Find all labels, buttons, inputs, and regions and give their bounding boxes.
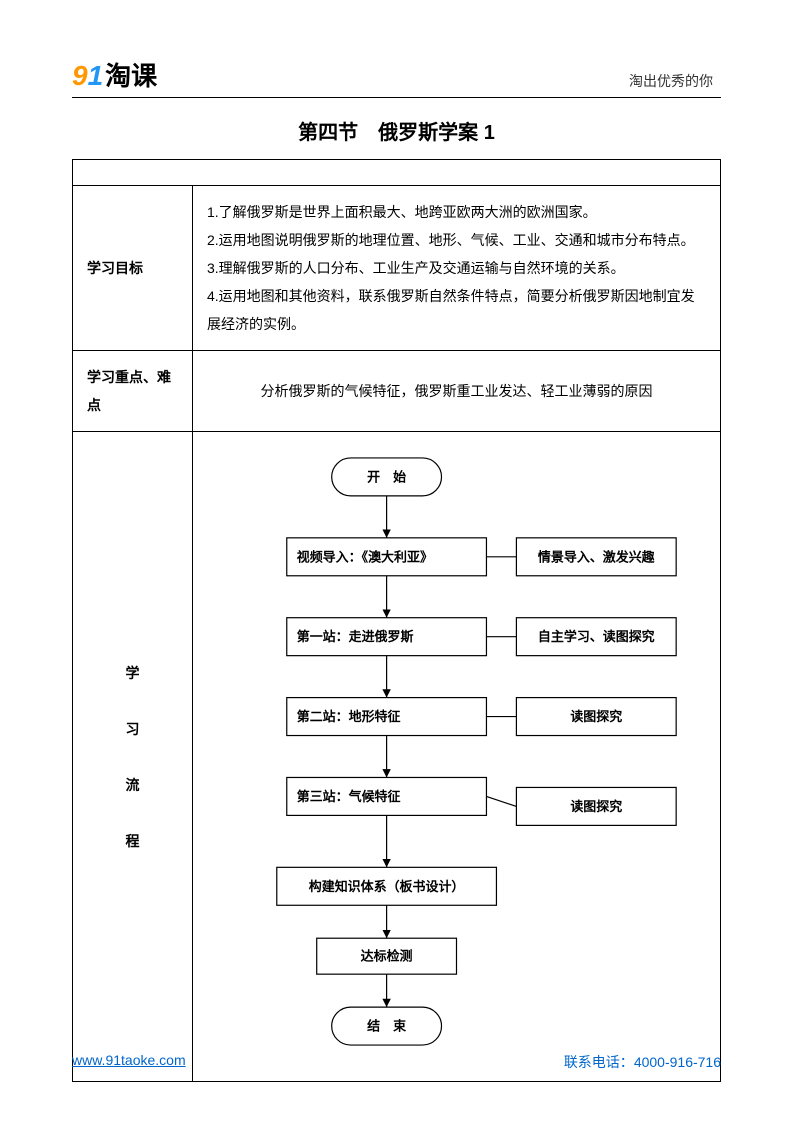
svg-text:自主学习、读图探究: 自主学习、读图探究 bbox=[538, 629, 655, 644]
svg-text:构建知识体系（板书设计）: 构建知识体系（板书设计） bbox=[309, 879, 465, 894]
svg-text:第三站：气候特征: 第三站：气候特征 bbox=[297, 789, 401, 804]
svg-text:情景导入、激发兴趣: 情景导入、激发兴趣 bbox=[538, 549, 656, 564]
flow-label: 学习流程 bbox=[73, 432, 193, 1082]
focus-label: 学习重点、难点 bbox=[73, 351, 193, 432]
page-title: 第四节 俄罗斯学案 1 bbox=[72, 116, 721, 145]
svg-text:视频导入：《澳大利亚》: 视频导入：《澳大利亚》 bbox=[297, 549, 433, 564]
svg-text:开 始: 开 始 bbox=[367, 469, 406, 484]
logo: 9 1 淘课 bbox=[72, 56, 157, 93]
svg-text:读图探究: 读图探究 bbox=[570, 799, 622, 814]
logo-one: 1 bbox=[88, 60, 104, 92]
contact-value: 4000-916-716 bbox=[634, 1054, 721, 1070]
logo-nine: 9 bbox=[72, 60, 88, 92]
footer-url-link[interactable]: www.91taoke.com bbox=[72, 1052, 186, 1072]
footer-contact: 联系电话：4000-916-716 bbox=[564, 1052, 721, 1072]
svg-text:结 束: 结 束 bbox=[367, 1019, 407, 1034]
focus-text: 分析俄罗斯的气候特征，俄罗斯重工业发达、轻工业薄弱的原因 bbox=[193, 351, 721, 432]
goals-text: 1.了解俄罗斯是世界上面积最大、地跨亚欧两大洲的欧洲国家。 2.运用地图说明俄罗… bbox=[193, 186, 721, 351]
flowchart-cell: 开 始视频导入：《澳大利亚》 情景导入、激发兴趣第一站：走进俄罗斯 自主学习、读图探… bbox=[193, 432, 721, 1082]
tagline: 淘出优秀的你 bbox=[629, 71, 713, 91]
page-footer: www.91taoke.com 联系电话：4000-916-716 bbox=[72, 1052, 721, 1072]
goals-label: 学习目标 bbox=[73, 186, 193, 351]
contact-label: 联系电话： bbox=[564, 1054, 634, 1070]
content-table: 学习目标 1.了解俄罗斯是世界上面积最大、地跨亚欧两大洲的欧洲国家。 2.运用地… bbox=[72, 159, 721, 1082]
logo-text: 淘课 bbox=[105, 56, 157, 93]
svg-text:第二站：地形特征: 第二站：地形特征 bbox=[297, 709, 401, 724]
svg-text:读图探究: 读图探究 bbox=[570, 709, 622, 724]
svg-text:达标检测: 达标检测 bbox=[361, 949, 413, 964]
page-header: 9 1 淘课 淘出优秀的你 bbox=[72, 56, 721, 98]
svg-text:第一站：走进俄罗斯: 第一站：走进俄罗斯 bbox=[297, 629, 414, 644]
flowchart-svg: 开 始视频导入：《澳大利亚》 情景导入、激发兴趣第一站：走进俄罗斯 自主学习、读图探… bbox=[193, 432, 720, 1081]
